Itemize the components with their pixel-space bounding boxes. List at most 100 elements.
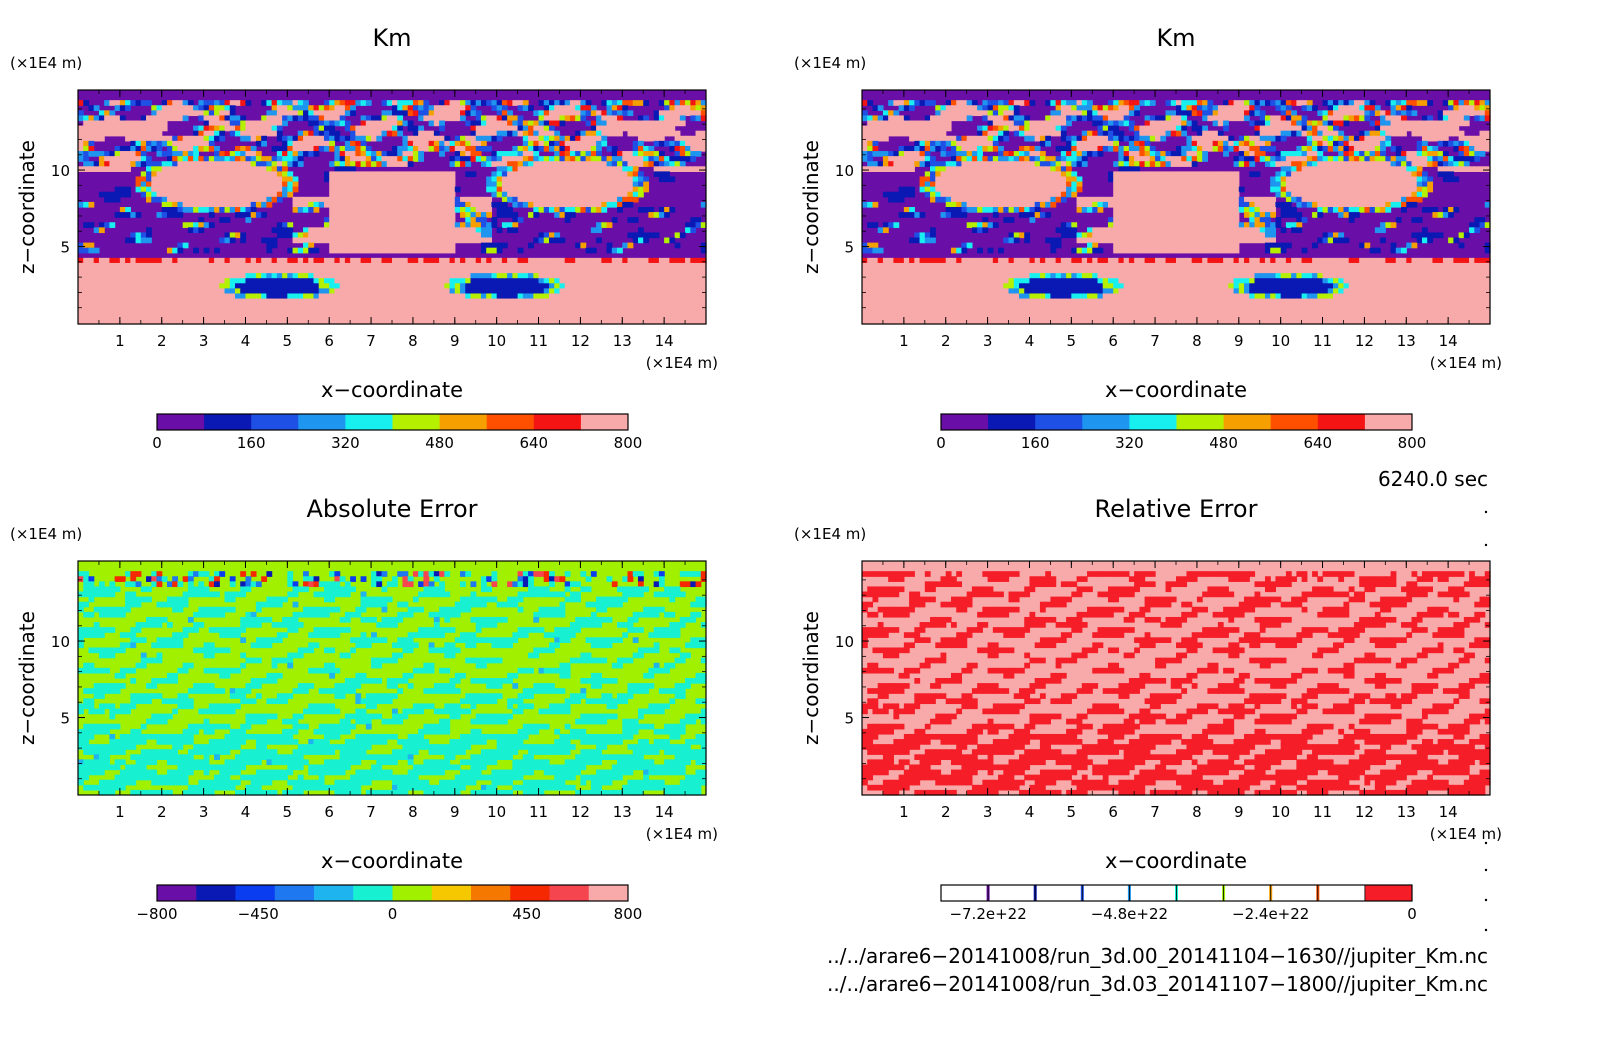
heatmap-cell (193, 227, 199, 234)
heatmap-cell (554, 313, 561, 320)
heatmap-cell (355, 135, 362, 142)
heatmap-cell (114, 105, 121, 111)
heatmap-cell (1359, 100, 1365, 106)
heatmap-cell (622, 278, 629, 284)
heatmap-cell (386, 232, 393, 239)
heatmap-cell (292, 257, 299, 264)
heatmap-cell (449, 181, 456, 188)
heatmap-cell (554, 268, 561, 274)
heatmap-cell (528, 273, 534, 279)
heatmap-cell (355, 130, 362, 137)
heatmap-cell (606, 318, 613, 325)
heatmap-cell (664, 115, 670, 122)
heatmap-cell (156, 313, 163, 320)
heatmap-cell (261, 176, 267, 183)
heatmap-cell (266, 308, 273, 315)
heatmap-cell (549, 318, 555, 325)
heatmap-cell (632, 176, 639, 183)
heatmap-cell (867, 145, 874, 152)
heatmap-cell (501, 151, 508, 157)
heatmap-cell (507, 303, 513, 310)
heatmap-cell (1374, 130, 1381, 137)
heatmap-cell (971, 105, 978, 111)
heatmap-cell (580, 166, 587, 172)
heatmap-cell (402, 318, 409, 325)
heatmap-cell (1207, 115, 1214, 122)
heatmap-cell (1327, 110, 1334, 117)
heatmap-cell (528, 145, 534, 152)
heatmap-cell (627, 100, 634, 106)
heatmap-cell (130, 232, 137, 239)
heatmap-cell (956, 100, 963, 106)
heatmap-cell (695, 105, 702, 111)
heatmap-cell (292, 110, 299, 117)
heatmap-cell (685, 293, 691, 300)
heatmap-cell (1285, 100, 1292, 106)
heatmap-cell (924, 140, 931, 147)
heatmap-cell (1139, 130, 1146, 137)
heatmap-cell (229, 283, 236, 289)
heatmap-cell (109, 156, 116, 162)
heatmap-cell (648, 273, 655, 279)
heatmap-cell (318, 145, 325, 152)
heatmap-cell (371, 115, 377, 122)
heatmap-cell (486, 145, 493, 152)
heatmap-cell (501, 125, 508, 132)
heatmap-cell (177, 308, 184, 315)
heatmap-cell (214, 318, 220, 325)
heatmap-cell (1317, 135, 1324, 142)
heatmap-cell (114, 268, 121, 274)
heatmap-cell (601, 257, 608, 264)
heatmap-cell (193, 298, 199, 305)
heatmap-cell (569, 176, 576, 183)
heatmap-cell (496, 293, 503, 300)
heatmap-cell (982, 135, 989, 142)
heatmap-cell (229, 237, 236, 244)
heatmap-cell (1463, 105, 1470, 111)
heatmap-cell (543, 232, 550, 239)
heatmap-cell (606, 100, 613, 106)
heatmap-cell (78, 151, 84, 157)
heatmap-cell (966, 145, 973, 152)
heatmap-cell (1181, 100, 1188, 106)
heatmap-cell (465, 298, 472, 305)
heatmap-cell (486, 135, 493, 142)
heatmap-cell (475, 262, 482, 269)
heatmap-cell (1343, 110, 1350, 117)
heatmap-cell (339, 293, 346, 300)
heatmap-cell (643, 298, 650, 305)
heatmap-cell (308, 237, 315, 244)
heatmap-cell (1113, 115, 1120, 122)
heatmap-cell (323, 110, 330, 117)
heatmap-cell (418, 105, 424, 111)
heatmap-cell (601, 303, 608, 310)
heatmap-cell (198, 191, 205, 198)
heatmap-cell (1306, 125, 1313, 132)
heatmap-cell (1401, 130, 1407, 137)
heatmap-cell (935, 140, 942, 147)
heatmap-cell (161, 176, 168, 183)
heatmap-cell (637, 262, 644, 269)
heatmap-cell (166, 100, 173, 106)
heatmap-cell (334, 135, 341, 142)
heatmap-cell (271, 125, 278, 132)
heatmap-cell (627, 125, 634, 132)
heatmap-cell (674, 313, 681, 320)
heatmap-cell (219, 207, 226, 213)
heatmap-cell (533, 196, 540, 203)
heatmap-cell (977, 130, 983, 137)
heatmap-cell (261, 196, 267, 203)
heatmap-cell (219, 135, 226, 142)
heatmap-cell (98, 288, 105, 295)
heatmap-cell (559, 186, 566, 193)
heatmap-cell (214, 207, 220, 213)
heatmap-cell (329, 212, 336, 218)
heatmap-cell (313, 298, 320, 305)
heatmap-cell (360, 217, 367, 223)
heatmap-cell (104, 262, 110, 269)
heatmap-cell (1264, 140, 1271, 147)
heatmap-cell (339, 171, 346, 178)
heatmap-cell (669, 237, 676, 244)
heatmap-cell (161, 298, 168, 305)
heatmap-cell (909, 125, 915, 132)
